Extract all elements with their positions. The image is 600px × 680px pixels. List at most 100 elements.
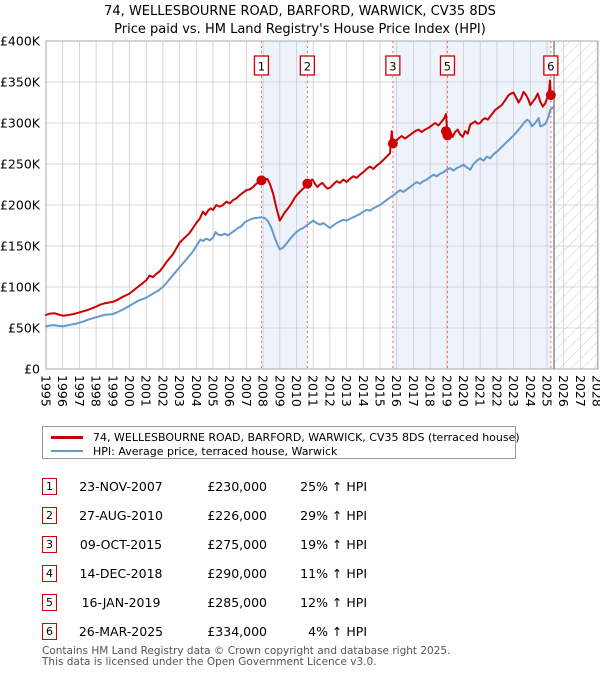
- x-axis-tick-label: 2025: [540, 375, 555, 407]
- x-axis-tick-label: 2001: [139, 375, 154, 407]
- x-axis-tick-label: 2009: [272, 375, 287, 407]
- sale-hpi-delta: 4% ↑ HPI: [308, 623, 367, 639]
- property-price-line: [45, 79, 555, 317]
- sale-date: 27-AUG-2010: [79, 507, 163, 523]
- y-axis-tick-label: £350K: [0, 75, 41, 90]
- x-axis-tick-label: 1996: [55, 375, 70, 407]
- hpi-line: [45, 105, 555, 328]
- sale-price: £275,000: [207, 536, 267, 552]
- price-history-chart: 1 2 3 5 6 £0 £50K £100K £150K £200K £250K £300K £350…: [0, 34, 600, 407]
- y-axis-tick-label: £150K: [0, 239, 41, 254]
- y-axis-tick-label: £100K: [0, 280, 41, 295]
- sale-number-badge: 3: [42, 535, 57, 553]
- x-axis-tick-label: 1999: [105, 375, 120, 407]
- sale-marker-box: [385, 55, 401, 76]
- x-axis-tick-label: 2010: [289, 375, 304, 407]
- chart-title: 74, WELLESBOURNE ROAD, BARFORD, WARWICK,…: [104, 4, 496, 19]
- x-axis-tick-label: 2017: [406, 375, 421, 407]
- x-axis-tick-label: 2020: [456, 375, 471, 407]
- x-axis-tick-label: 2005: [206, 375, 221, 407]
- y-axis-tick-label: £50K: [8, 321, 41, 336]
- x-axis-tick-label: 2008: [256, 375, 271, 407]
- footer-licence: This data is licensed under the Open Gov…: [42, 656, 377, 668]
- x-axis-tick-label: 2012: [322, 375, 337, 407]
- sale-date: 14-DEC-2018: [79, 565, 163, 581]
- chart-subtitle: Price paid vs. HM Land Registry's House …: [114, 22, 486, 37]
- sale-table-row: 4 14-DEC-2018 £290,000 11% ↑ HPI: [42, 564, 372, 582]
- x-axis-tick-label: 2022: [489, 375, 504, 407]
- sale-date: 26-MAR-2025: [78, 623, 164, 639]
- sale-marker-box: [253, 55, 270, 76]
- sale-point-dot: [387, 138, 398, 149]
- x-axis-tick-label: 2026: [556, 375, 571, 407]
- sale-point-dot: [545, 90, 556, 101]
- hpi-line-swatch: [51, 449, 83, 453]
- sale-price: £290,000: [207, 565, 267, 581]
- sale-point-dot: [302, 178, 313, 189]
- x-axis-tick-label: 2007: [239, 375, 254, 407]
- x-axis-tick-label: 2003: [172, 375, 187, 407]
- y-axis-tick-label: £250K: [0, 157, 41, 172]
- x-axis-tick-label: 1995: [39, 375, 54, 407]
- chart-legend: 74, WELLESBOURNE ROAD, BARFORD, WARWICK,…: [42, 426, 520, 459]
- x-axis-tick-label: 2018: [423, 375, 438, 407]
- sale-table-row: 3 09-OCT-2015 £275,000 19% ↑ HPI: [42, 535, 372, 553]
- sale-date: 23-NOV-2007: [79, 478, 163, 494]
- sale-table-row: 1 23-NOV-2007 £230,000 25% ↑ HPI: [42, 477, 372, 495]
- x-axis-tick-label: 1998: [89, 375, 104, 407]
- sale-marker-box: [299, 55, 316, 76]
- y-axis-tick-label: £400K: [0, 34, 41, 49]
- x-axis-tick-label: 2002: [155, 375, 170, 407]
- x-axis-tick-label: 2023: [506, 375, 521, 407]
- sale-hpi-delta: 25% ↑ HPI: [300, 478, 367, 494]
- y-axis-tick-label: £200K: [0, 198, 41, 213]
- sale-number-badge: 1: [42, 477, 57, 495]
- legend-label-property: 74, WELLESBOURNE ROAD, BARFORD, WARWICK,…: [93, 430, 520, 444]
- y-axis-tick-label: £300K: [0, 116, 41, 131]
- sale-number-badge: 5: [42, 593, 57, 611]
- sale-hpi-delta: 11% ↑ HPI: [300, 565, 367, 581]
- x-axis-tick-label: 1997: [72, 375, 87, 407]
- sale-date: 09-OCT-2015: [79, 536, 163, 552]
- legend-row-property: 74, WELLESBOURNE ROAD, BARFORD, WARWICK,…: [43, 430, 520, 444]
- sale-marker-number: 3: [389, 60, 396, 74]
- sale-price: £334,000: [207, 623, 267, 639]
- sale-marker-box: [543, 55, 559, 76]
- sale-date: 16-JAN-2019: [81, 594, 161, 610]
- legend-row-hpi: HPI: Average price, terraced house, Warw…: [43, 444, 515, 458]
- sale-marker-number: 6: [547, 60, 554, 74]
- sale-price: £285,000: [207, 594, 267, 610]
- sale-point-dot: [256, 175, 267, 186]
- sale-marker-number: 1: [258, 60, 265, 74]
- sale-number-badge: 6: [42, 622, 57, 640]
- sale-point-dot: [442, 130, 453, 141]
- sale-marker-number: 2: [304, 60, 311, 74]
- x-axis-tick-label: 2028: [590, 375, 600, 407]
- y-axis-tick-label: £0: [24, 362, 40, 377]
- x-axis-tick-label: 2011: [306, 375, 321, 407]
- x-axis-tick-label: 2004: [189, 375, 204, 407]
- x-axis-tick-label: 2006: [222, 375, 237, 407]
- x-axis-tick-label: 2000: [122, 375, 137, 407]
- sale-table-row: 5 16-JAN-2019 £285,000 12% ↑ HPI: [42, 593, 372, 611]
- sale-marker-box: [439, 55, 456, 76]
- sale-hpi-delta: 12% ↑ HPI: [300, 594, 367, 610]
- sale-table-row: 6 26-MAR-2025 £334,000 4% ↑ HPI: [42, 622, 372, 640]
- x-axis-tick-label: 2013: [339, 375, 354, 407]
- sale-marker-number: 5: [444, 60, 451, 74]
- sale-hpi-delta: 19% ↑ HPI: [300, 536, 367, 552]
- x-axis-tick-label: 2019: [439, 375, 454, 407]
- sale-price: £226,000: [207, 507, 267, 523]
- x-axis-tick-label: 2016: [389, 375, 404, 407]
- sale-table-row: 2 27-AUG-2010 £226,000 29% ↑ HPI: [42, 506, 372, 524]
- x-axis-tick-label: 2014: [356, 375, 371, 407]
- x-axis-tick-label: 2027: [573, 375, 588, 407]
- x-axis-tick-label: 2015: [373, 375, 388, 407]
- x-axis-tick-label: 2021: [473, 375, 488, 407]
- x-axis-tick-label: 2024: [523, 375, 538, 407]
- legend-label-hpi: HPI: Average price, terraced house, Warw…: [93, 444, 338, 458]
- footer-copyright: Contains HM Land Registry data © Crown c…: [42, 645, 451, 657]
- property-line-swatch: [51, 435, 83, 439]
- sale-number-badge: 4: [42, 564, 57, 582]
